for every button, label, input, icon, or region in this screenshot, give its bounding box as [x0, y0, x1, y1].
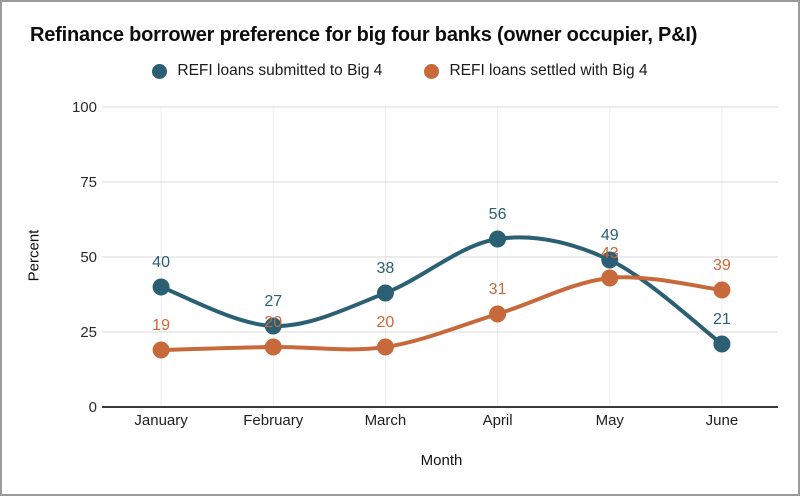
x-category-label: January	[134, 412, 188, 429]
data-point-marker	[152, 341, 170, 359]
series-line-0	[159, 235, 724, 346]
y-tick-label: 0	[89, 399, 97, 416]
legend-label-settled: REFI loans settled with Big 4	[449, 62, 648, 79]
data-point-label: 20	[264, 314, 282, 331]
x-axis-title: Month	[420, 452, 463, 469]
y-tick-label: 25	[80, 324, 97, 341]
data-point-label: 20	[377, 314, 395, 331]
legend: REFI loans submitted to Big 4 REFI loans…	[2, 62, 798, 80]
data-point-marker	[376, 284, 394, 302]
data-point-label: 27	[264, 293, 282, 310]
x-category-label: June	[706, 412, 739, 429]
data-point-label: 38	[377, 260, 395, 277]
data-point-label: 40	[152, 254, 170, 271]
legend-label-submitted: REFI loans submitted to Big 4	[177, 62, 383, 79]
legend-swatch-submitted-icon	[152, 63, 168, 79]
legend-swatch-settled-icon	[424, 63, 440, 79]
x-category-label: May	[596, 412, 625, 429]
data-point-label: 19	[152, 317, 170, 334]
data-point-marker	[489, 230, 507, 248]
data-point-label: 21	[713, 311, 731, 328]
x-category-label: February	[243, 412, 304, 429]
y-tick-label: 100	[72, 99, 97, 116]
legend-item-submitted: REFI loans submitted to Big 4	[152, 62, 382, 80]
legend-item-settled: REFI loans settled with Big 4	[424, 62, 648, 80]
data-point-marker	[489, 305, 507, 323]
y-tick-label: 50	[80, 249, 97, 266]
x-category-label: March	[365, 412, 407, 429]
data-point-marker	[264, 317, 282, 335]
series-line-1	[159, 275, 724, 352]
data-point-marker	[713, 335, 731, 353]
data-point-marker	[264, 338, 282, 356]
data-point-label: 49	[601, 227, 619, 244]
chart-title: Refinance borrower preference for big fo…	[30, 24, 698, 46]
y-tick-label: 75	[80, 174, 97, 191]
x-category-label: April	[483, 412, 513, 429]
data-point-marker	[376, 338, 394, 356]
data-point-label: 31	[489, 281, 507, 298]
data-point-label: 39	[713, 257, 731, 274]
data-point-label: 56	[489, 206, 507, 223]
data-point-marker	[601, 251, 619, 269]
data-point-marker	[601, 269, 619, 287]
data-point-marker	[152, 278, 170, 296]
data-point-marker	[713, 281, 731, 299]
data-point-label: 43	[601, 245, 619, 262]
